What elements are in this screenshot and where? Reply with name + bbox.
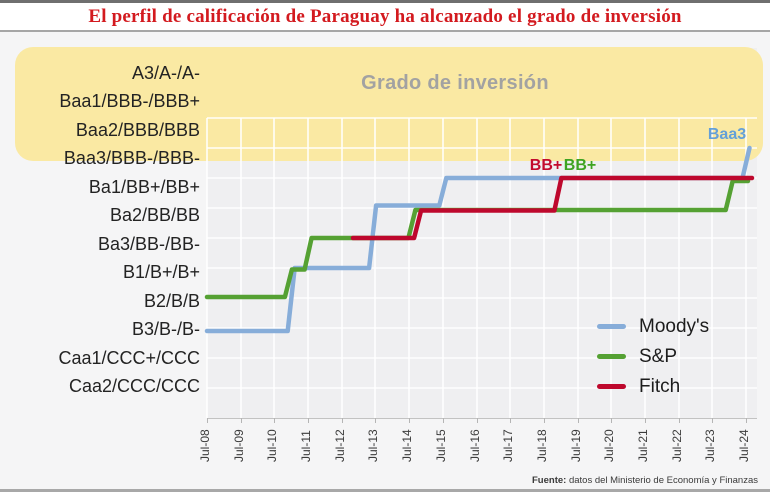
x-axis-line — [207, 418, 757, 419]
y-axis-label: Ba2/BB/BB — [109, 205, 200, 226]
source-label: Fuente: — [532, 475, 567, 486]
y-axis-label: Caa2/CCC/CCC — [68, 375, 200, 396]
x-axis-tick — [543, 418, 545, 423]
x-axis-tick — [476, 418, 478, 423]
legend: Moody's S&P Fitch — [597, 315, 709, 398]
legend-label-moodys: Moody's — [639, 315, 710, 337]
gridline-horizontal — [207, 297, 757, 299]
gridline-horizontal — [207, 387, 757, 389]
gridline-horizontal — [207, 267, 757, 269]
x-axis-tick — [577, 418, 579, 423]
x-axis-tick — [510, 418, 512, 423]
gridline-horizontal — [207, 357, 757, 359]
x-axis-tick — [308, 418, 310, 423]
page-title: El perfil de calificación de Paraguay ha… — [88, 5, 682, 27]
title-bar: El perfil de calificación de Paraguay ha… — [0, 0, 770, 32]
y-axis-label: B1/B+/B+ — [122, 262, 200, 283]
bottom-border — [0, 489, 770, 492]
y-axis-label: Baa2/BBB/BBB — [75, 119, 200, 140]
source-text: datos del Ministerio de Economía y Finan… — [566, 475, 758, 486]
x-axis-tick — [678, 418, 680, 423]
legend-item-moodys: Moody's — [597, 315, 709, 338]
gridline-horizontal — [207, 147, 757, 149]
y-axis-label: Baa3/BBB-/BBB- — [63, 148, 200, 169]
x-axis-tick — [341, 418, 343, 423]
y-axis-label: Ba1/BB+/BB+ — [88, 176, 200, 197]
sp-line-swatch — [597, 354, 626, 359]
y-axis-label: Ba3/BB-/BB- — [97, 233, 200, 254]
y-axis-label: Caa1/CCC+/CCC — [58, 347, 200, 368]
legend-item-fitch: Fitch — [597, 375, 709, 398]
y-axis-label: Baa1/BBB-/BBB+ — [59, 91, 200, 112]
x-axis-tick — [644, 418, 646, 423]
fitch-bbplus-annotation: BB+ — [529, 157, 563, 174]
series-line-fitch — [350, 175, 755, 241]
series-line-sp — [204, 178, 751, 300]
x-axis-tick — [712, 418, 714, 423]
legend-item-sp: S&P — [597, 345, 709, 368]
x-axis-tick — [442, 418, 444, 423]
x-axis-tick — [375, 418, 377, 423]
x-axis-tick — [746, 418, 748, 423]
x-axis-tick — [274, 418, 276, 423]
moodys-line-swatch — [597, 324, 626, 329]
y-axis-label: B2/B/B — [143, 290, 200, 311]
grade-band-label: Grado de inversión — [361, 72, 549, 94]
gridline-horizontal — [207, 237, 757, 239]
y-axis-label: B3/B-/B- — [131, 319, 200, 340]
x-axis-tick — [240, 418, 242, 423]
x-axis-tick — [409, 418, 411, 423]
y-axis-label: A3/A-/A- — [131, 63, 200, 83]
sp-bbplus-annotation: BB+ — [563, 157, 597, 174]
series-line-moodys — [204, 145, 752, 334]
gridline-horizontal — [207, 327, 757, 329]
source-note: Fuente: datos del Ministerio de Economía… — [532, 475, 758, 486]
x-axis-tick — [207, 418, 208, 423]
moodys-baa3-annotation: Baa3 — [707, 126, 747, 143]
legend-label-sp: S&P — [639, 345, 678, 367]
gridline-horizontal — [207, 117, 757, 119]
x-axis-tick — [611, 418, 613, 423]
fitch-line-swatch — [597, 384, 626, 389]
investment-grade-band — [15, 47, 763, 161]
legend-label-fitch: Fitch — [639, 375, 681, 397]
